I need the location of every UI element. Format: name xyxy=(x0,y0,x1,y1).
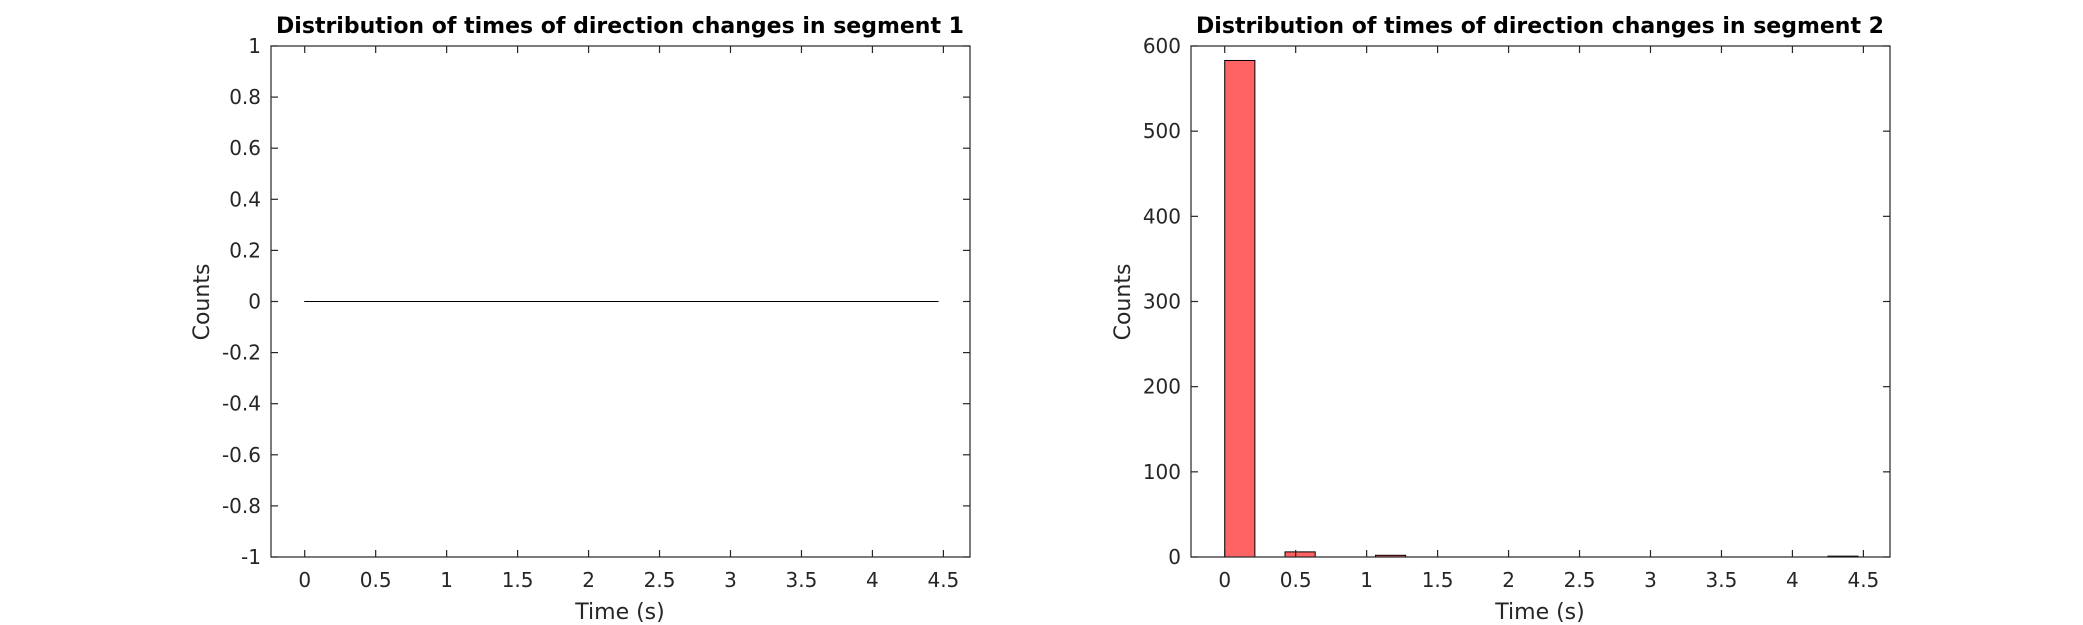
x-tick-label: 2.5 xyxy=(1564,568,1596,592)
x-tick-label: 1 xyxy=(440,568,453,592)
y-tick-label: 300 xyxy=(1143,290,1181,314)
y-tick-label: 0 xyxy=(248,290,261,314)
y-tick-label: -0.4 xyxy=(222,392,261,416)
y-axis-label: Counts xyxy=(1111,264,1136,341)
histogram-bar xyxy=(1284,551,1316,558)
plot-area: 0 0.5 1 1.5 2 2.5 3 3.5 4 4.5 0 100 200 300 400 500 600 xyxy=(1143,34,1891,592)
chart-title: Distribution of times of direction chang… xyxy=(276,14,964,39)
x-tick-label: 1.5 xyxy=(502,568,534,592)
y-tick-label: 200 xyxy=(1143,375,1181,399)
y-tick-label: 500 xyxy=(1143,119,1181,143)
x-tick-label: 4 xyxy=(1786,568,1799,592)
y-tick-label: 600 xyxy=(1143,34,1181,58)
x-tick-label: 3 xyxy=(724,568,737,592)
y-tick-label: -1 xyxy=(241,545,261,569)
x-tick-label: 0 xyxy=(298,568,311,592)
y-tick-label: -0.8 xyxy=(222,494,261,518)
x-axis-label: Time (s) xyxy=(574,600,664,625)
x-tick-label: 3.5 xyxy=(1706,568,1738,592)
y-tick-label: 400 xyxy=(1143,204,1181,228)
x-tick-label: 2.5 xyxy=(644,568,676,592)
y-tick-label: -0.6 xyxy=(222,443,261,467)
x-tick-label: 2 xyxy=(1502,568,1515,592)
x-tick-label: 2 xyxy=(582,568,595,592)
y-tick-label: 0.8 xyxy=(229,85,261,109)
x-tick-label: 4.5 xyxy=(927,568,959,592)
x-tick-label: 4 xyxy=(866,568,879,592)
x-tick-label: 3.5 xyxy=(786,568,818,592)
histogram-bar xyxy=(1224,59,1256,558)
x-tick-label: 0.5 xyxy=(1280,568,1312,592)
x-tick-label: 3 xyxy=(1644,568,1657,592)
x-tick-label: 1.5 xyxy=(1422,568,1454,592)
x-tick-label: 4.5 xyxy=(1847,568,1879,592)
chart-segment-2: Distribution of times of direction chang… xyxy=(1111,14,1891,625)
chart-segment-1: Distribution of times of direction chang… xyxy=(190,14,971,625)
x-axis-label: Time (s) xyxy=(1494,600,1584,625)
plot-area: 0 0.5 1 1.5 2 2.5 3 3.5 4 4.5 -1 -0.8 -0.6 -0.4 -0.2 0 0… xyxy=(222,34,971,592)
chart-title: Distribution of times of direction chang… xyxy=(1196,14,1884,39)
y-tick-label: 0.4 xyxy=(229,187,261,211)
x-tick-label: 0 xyxy=(1218,568,1231,592)
y-tick-label: 0 xyxy=(1168,545,1181,569)
y-axis-label: Counts xyxy=(190,264,215,341)
y-tick-label: 1 xyxy=(248,34,261,58)
y-tick-label: 0.2 xyxy=(229,238,261,262)
y-tick-label: -0.2 xyxy=(222,341,261,365)
x-tick-label: 1 xyxy=(1360,568,1373,592)
y-tick-label: 100 xyxy=(1143,460,1181,484)
x-tick-label: 0.5 xyxy=(360,568,392,592)
y-tick-label: 0.6 xyxy=(229,136,261,160)
